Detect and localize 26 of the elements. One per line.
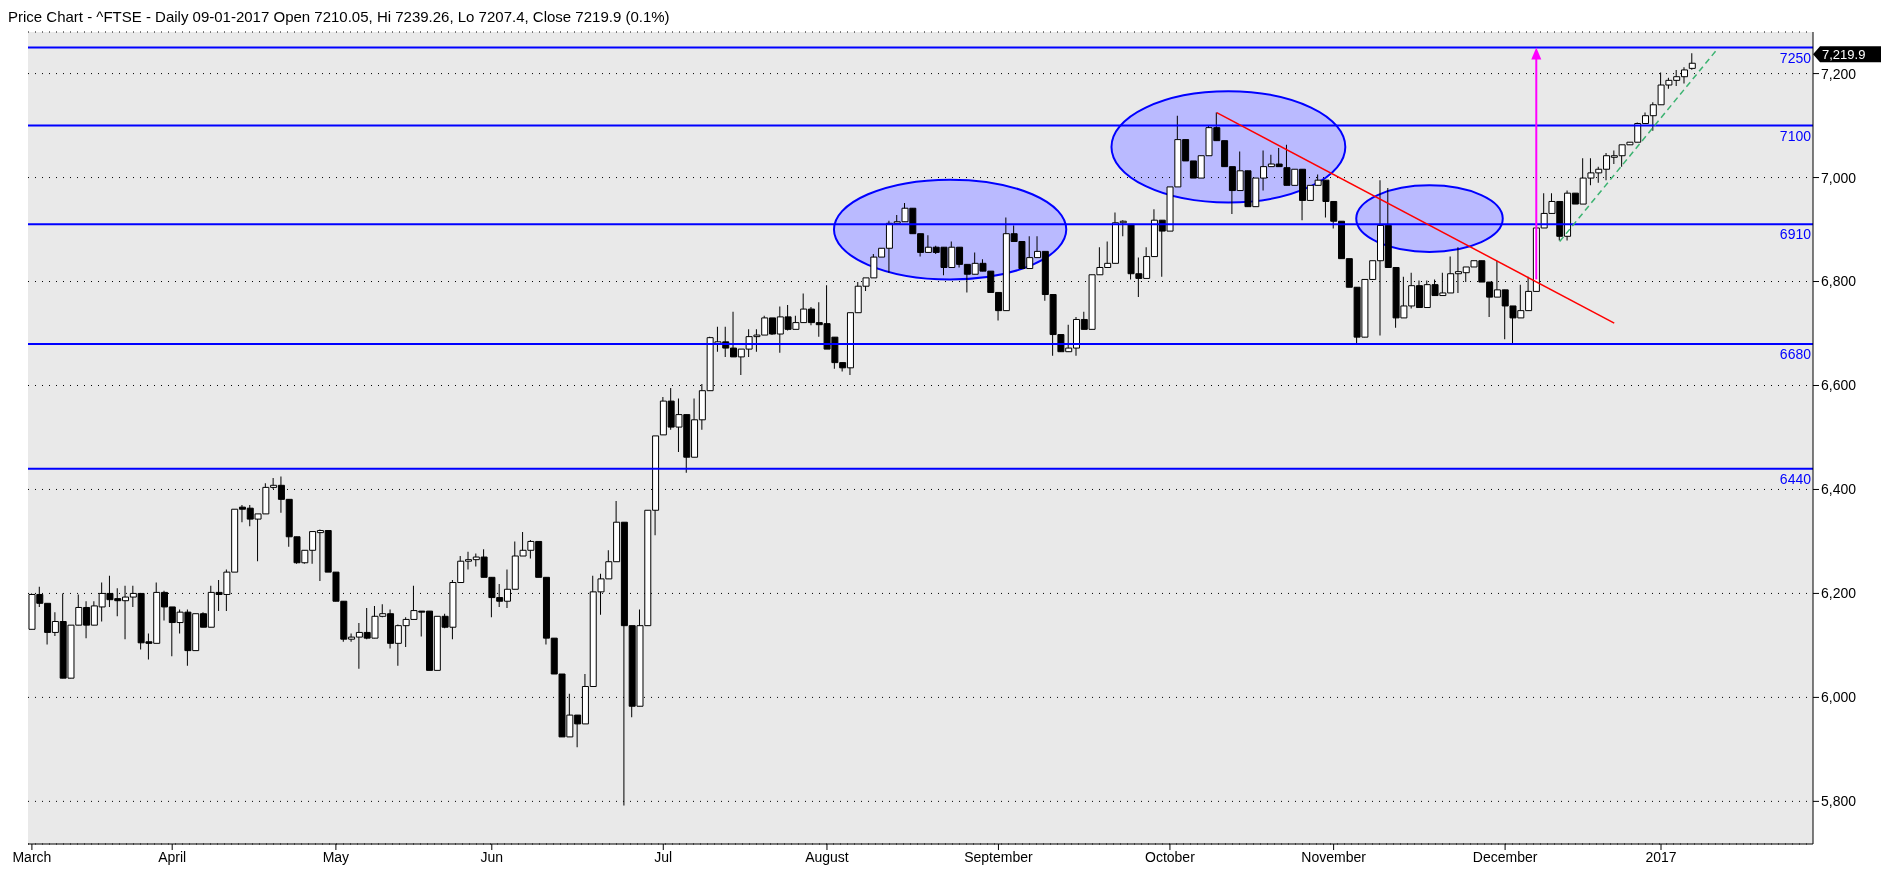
x-tick-label: September xyxy=(964,848,1034,865)
ref-line-label: 6440 xyxy=(1779,470,1812,487)
y-tick-label: 7,200 xyxy=(1821,65,1857,82)
x-tick-label: November xyxy=(1301,848,1367,865)
ref-line-label: 6910 xyxy=(1779,226,1812,243)
y-tick-label: 7,000 xyxy=(1821,169,1857,186)
chart-title: Price Chart - ^FTSE - Daily 09-01-2017 Open 7210.05, Hi 7239.26, Lo 7207.4, Close 7219.9 (0.1%) xyxy=(8,8,671,26)
x-tick-label: April xyxy=(158,848,187,865)
y-tick-label: 6,600 xyxy=(1821,377,1857,394)
y-tick-label: 6,800 xyxy=(1821,273,1857,290)
ref-line-label: 6680 xyxy=(1779,345,1812,362)
y-tick-label: 6,200 xyxy=(1821,585,1857,602)
x-tick-label: October xyxy=(1145,848,1196,865)
y-tick-label: 5,800 xyxy=(1821,793,1857,810)
x-tick-label: March xyxy=(12,848,52,865)
y-tick-label: 6,000 xyxy=(1821,689,1857,706)
text: 7,219.9 xyxy=(1822,47,1866,63)
y-tick-label: 6,400 xyxy=(1821,481,1857,498)
ref-line-label: 7100 xyxy=(1779,127,1812,144)
x-tick-label: Jun xyxy=(480,848,504,865)
ref-line-label: 7250 xyxy=(1779,49,1812,66)
x-tick-label: December xyxy=(1472,848,1538,865)
x-tick-label: May xyxy=(322,848,350,865)
x-tick-label: August xyxy=(805,848,849,865)
x-tick-label: 2017 xyxy=(1645,848,1677,865)
x-tick-label: Jul xyxy=(654,848,673,865)
